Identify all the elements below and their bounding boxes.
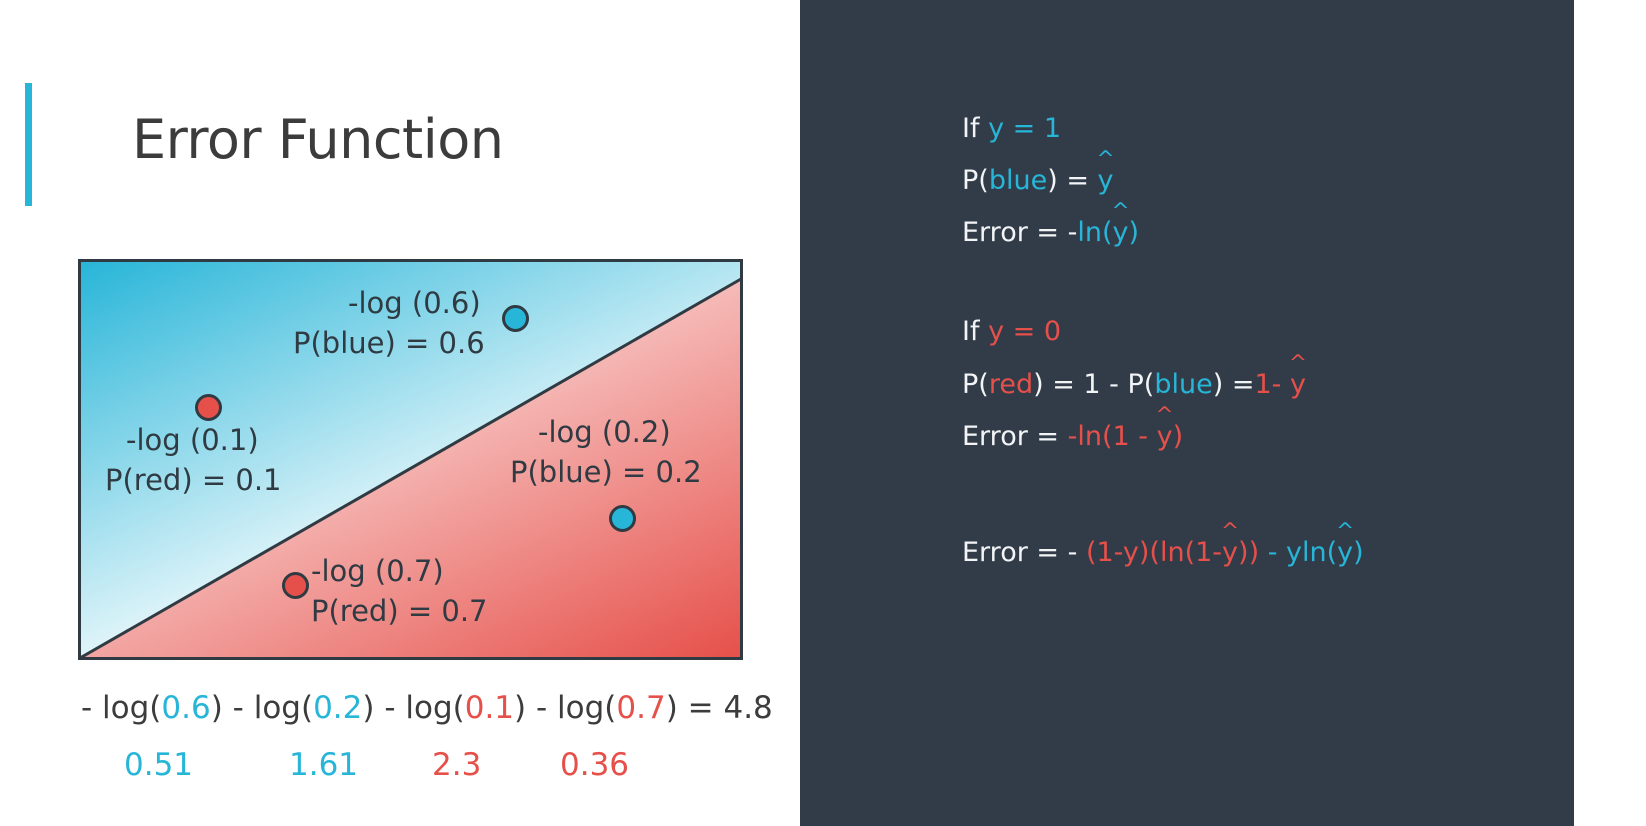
- case1-condition: If y = 1: [962, 113, 1061, 144]
- y-hat: y: [1157, 421, 1173, 452]
- blue-region: [80, 261, 741, 658]
- y-hat: y: [1337, 537, 1353, 568]
- red-point-1: [195, 394, 222, 421]
- one-minus: 1-: [1254, 369, 1290, 400]
- page-title: Error Function: [132, 108, 504, 171]
- sum-prob-red-1: 0.1: [464, 690, 515, 726]
- class-word: blue: [1154, 369, 1213, 400]
- formula-panel: If y = 1 P(blue) = y Error = -ln(y) If y…: [800, 0, 1574, 826]
- formula-text: ) =: [1212, 369, 1255, 400]
- classification-diagram: -log (0.6) P(blue) = 0.6 -log (0.1) P(re…: [78, 259, 743, 660]
- case1-probability: P(blue) = y: [962, 165, 1114, 196]
- diagram-border: [78, 259, 743, 660]
- paren-close: ): [1128, 217, 1140, 248]
- error-sum-equation: - log(0.6) - log(0.2) - log(0.1) - log(0…: [81, 690, 773, 726]
- point-4-probability-label: P(red) = 0.7: [311, 594, 488, 628]
- formula-text: )): [1238, 537, 1260, 568]
- error-label: Error = -: [962, 537, 1086, 568]
- condition-value: y = 1: [988, 113, 1062, 144]
- point-3-probability-label: P(blue) = 0.2: [510, 455, 702, 489]
- error-value-3: 2.3: [432, 747, 482, 783]
- case2-probability: P(red) = 1 - P(blue) =1- y: [962, 369, 1306, 400]
- sum-total: ) = 4.8: [665, 690, 773, 726]
- class-word: red: [988, 369, 1034, 400]
- formula-text: P(: [962, 165, 989, 196]
- sum-prob-red-2: 0.7: [616, 690, 666, 726]
- error-term: -ln(1 - y): [1068, 421, 1184, 452]
- point-3-log-label: -log (0.2): [538, 415, 671, 449]
- red-term: (1-y)(ln(1-y)): [1086, 537, 1259, 568]
- y-hat: y: [1098, 165, 1114, 196]
- y-hat: y: [1113, 217, 1129, 248]
- point-1-log-label: -log (0.6): [348, 286, 481, 320]
- sum-prob-blue-1: 0.6: [161, 690, 211, 726]
- formula-text: (1-y)(ln(1-: [1085, 537, 1223, 568]
- sum-prob-blue-2: 0.2: [313, 690, 363, 726]
- sum-text: - log(: [81, 690, 162, 726]
- formula-text: ): [1353, 537, 1364, 568]
- title-accent-bar: [25, 83, 32, 206]
- ln-fn: -ln(1 -: [1067, 421, 1157, 452]
- decision-boundary-line: [79, 277, 742, 660]
- formula-text: - yln(: [1259, 537, 1338, 568]
- if-text: If: [962, 113, 989, 144]
- point-4-log-label: -log (0.7): [311, 554, 444, 588]
- formula-text: P(: [962, 369, 989, 400]
- paren-close: ): [1172, 421, 1184, 452]
- formula-text: ) =: [1047, 165, 1098, 196]
- sum-text: ) - log(: [210, 690, 314, 726]
- point-2-probability-label: P(red) = 0.1: [105, 463, 282, 497]
- blue-point-2: [609, 505, 636, 532]
- blue-point-1: [502, 305, 529, 332]
- red-point-2: [282, 572, 309, 599]
- error-value-4: 0.36: [560, 747, 630, 783]
- class-word: blue: [988, 165, 1048, 196]
- combined-error-formula: Error = - (1-y)(ln(1-y)) - yln(y): [962, 537, 1364, 568]
- case2-condition: If y = 0: [962, 316, 1061, 347]
- if-text: If: [962, 316, 989, 347]
- blue-term: - yln(y): [1259, 537, 1364, 568]
- case1-error: Error = -ln(y): [962, 217, 1139, 248]
- formula-text: ) = 1 - P(: [1033, 369, 1155, 400]
- error-label: Error =: [962, 421, 1068, 452]
- condition-value: y = 0: [988, 316, 1062, 347]
- point-1-probability-label: P(blue) = 0.6: [293, 326, 485, 360]
- sum-text: ) - log(: [514, 690, 617, 726]
- y-hat: y: [1222, 537, 1238, 568]
- ln-fn: ln(: [1077, 217, 1113, 248]
- error-label: Error = -: [962, 217, 1078, 248]
- sum-text: ) - log(: [362, 690, 465, 726]
- error-term: ln(y): [1077, 217, 1139, 248]
- case2-error: Error = -ln(1 - y): [962, 421, 1183, 452]
- error-value-2: 1.61: [289, 747, 359, 783]
- diagram-canvas: [78, 259, 743, 660]
- y-hat: y: [1290, 369, 1306, 400]
- point-2-log-label: -log (0.1): [126, 423, 259, 457]
- error-value-1: 0.51: [124, 747, 194, 783]
